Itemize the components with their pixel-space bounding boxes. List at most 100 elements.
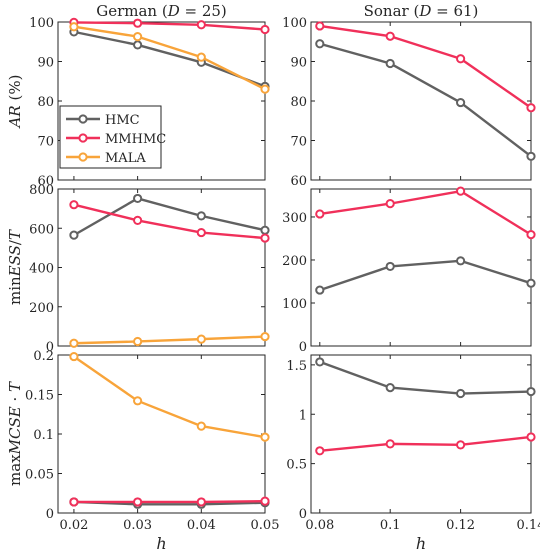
legend-marker-mmhmc — [78, 133, 88, 143]
data-point-hmc — [456, 256, 466, 266]
y-tick-label: 0.05 — [25, 468, 54, 483]
series-line-hmc — [73, 30, 266, 88]
data-point-hmc — [526, 278, 536, 288]
axes-box — [57, 354, 266, 514]
x-tick-label: 0.12 — [446, 518, 475, 533]
panel-title: German (D = 25) — [96, 2, 227, 20]
y-tick-label: 80 — [37, 95, 54, 110]
series-line-mmhmc — [73, 203, 266, 240]
data-point-mmhmc — [196, 20, 206, 30]
data-point-mmhmc — [385, 199, 395, 209]
x-tick-label: 0.08 — [305, 518, 334, 533]
data-point-hmc — [315, 285, 325, 295]
data-point-hmc — [196, 211, 206, 221]
x-tick-label: 0.02 — [59, 518, 88, 533]
data-point-mmhmc — [69, 200, 79, 210]
data-point-mmhmc — [133, 497, 143, 507]
y-tick-label: 100 — [29, 16, 54, 31]
y-tick-label: 1 — [299, 408, 307, 423]
y-tick-label: 0 — [299, 507, 307, 522]
y-tick-label: 0 — [299, 340, 307, 355]
chart-panel: 60 70 80 90 100 Sonar (D = 61) — [282, 2, 536, 189]
data-point-mala — [260, 432, 270, 442]
y-tick-label: 200 — [282, 254, 307, 269]
data-point-hmc — [456, 388, 466, 399]
x-tick-label: 0.04 — [187, 518, 216, 533]
series-line-mmhmc — [319, 189, 532, 236]
x-tick-label: 0.03 — [123, 518, 152, 533]
data-point-mmhmc — [385, 31, 395, 41]
y-tick-label: 70 — [37, 135, 54, 150]
series-line-hmc — [319, 360, 532, 395]
series-line-hmc — [73, 197, 266, 237]
data-point-mmhmc — [69, 497, 79, 507]
chart-panel: 0 100 200 300 — [282, 186, 536, 355]
chart-panel: 0 200 400 600 800 minESS/T — [6, 183, 270, 355]
y-tick-label: 100 — [282, 297, 307, 312]
y-tick-label: 0.5 — [286, 458, 307, 473]
legend: HMC MMHMC MALA — [59, 105, 166, 169]
data-point-hmc — [456, 97, 466, 108]
data-point-mmhmc — [526, 229, 536, 240]
panel-title: Sonar (D = 61) — [364, 2, 479, 20]
data-point-mala — [69, 338, 79, 348]
series-line-mmhmc — [73, 499, 266, 504]
data-point-mmhmc — [315, 446, 325, 456]
axes-box — [310, 188, 532, 347]
chart-panel: 60 70 80 90 100 German (D = 25) AR (%) — [6, 2, 270, 189]
data-point-hmc — [385, 261, 395, 272]
y-tick-label: 600 — [29, 222, 54, 237]
series-line-hmc — [319, 42, 532, 158]
series-line-mala — [73, 335, 266, 345]
legend-label-mala: MALA — [105, 151, 146, 166]
series-line-mala — [73, 355, 266, 439]
y-tick-label: 0.2 — [33, 349, 54, 364]
y-tick-label: 300 — [282, 211, 307, 226]
x-tick-label: 0.05 — [251, 518, 280, 533]
data-point-mala — [196, 52, 206, 62]
data-point-mala — [133, 396, 143, 406]
y-tick-label: 90 — [290, 56, 307, 71]
y-tick-label: 80 — [290, 95, 307, 110]
y-tick-label: 0 — [46, 340, 54, 355]
x-axis-label: h — [416, 534, 426, 553]
data-point-mala — [196, 421, 206, 431]
data-point-mmhmc — [526, 103, 536, 113]
y-tick-label: 60 — [290, 174, 307, 189]
data-point-hmc — [385, 382, 395, 393]
series-line-mmhmc — [319, 24, 532, 109]
data-point-mmhmc — [456, 186, 466, 196]
y-tick-label: 60 — [37, 174, 54, 189]
legend-label-hmc: HMC — [105, 113, 140, 128]
y-tick-label: 0 — [46, 507, 54, 522]
data-point-mmhmc — [526, 432, 536, 442]
data-point-hmc — [260, 225, 270, 235]
y-tick-label: 90 — [37, 56, 54, 71]
data-point-mmhmc — [260, 233, 270, 243]
y-tick-label: 0.15 — [25, 389, 54, 404]
x-tick-label: 0.14 — [517, 518, 540, 533]
series-line-mmhmc — [319, 435, 532, 452]
data-point-mmhmc — [315, 21, 325, 31]
data-point-mala — [69, 351, 79, 362]
chart-panel: 0 0.5 1 1.5 0.08 0.1 0.12 0.14 h — [286, 354, 540, 553]
data-point-hmc — [385, 58, 395, 69]
axes-box — [57, 188, 266, 347]
data-point-mmhmc — [196, 497, 206, 507]
legend-label-mmhmc: MMHMC — [105, 132, 166, 147]
y-axis-label: AR (%) — [6, 75, 24, 130]
data-point-mmhmc — [260, 496, 270, 506]
y-axis-label: maxMCSE · T — [6, 381, 24, 486]
data-point-mala — [133, 336, 143, 347]
axes-box — [310, 354, 532, 514]
data-point-mmhmc — [196, 227, 206, 238]
data-point-mmhmc — [133, 18, 143, 28]
data-point-hmc — [315, 357, 325, 367]
data-point-mmhmc — [133, 215, 143, 225]
data-point-hmc — [69, 230, 79, 240]
data-point-mmhmc — [315, 209, 325, 219]
data-point-hmc — [315, 39, 325, 49]
data-point-hmc — [133, 193, 143, 204]
y-tick-label: 200 — [29, 301, 54, 316]
